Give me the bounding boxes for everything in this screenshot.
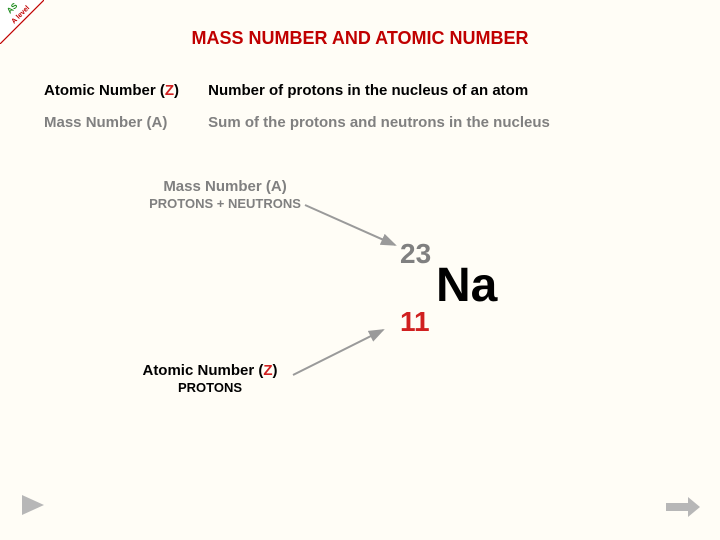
slide-title: MASS NUMBER AND ATOMIC NUMBER xyxy=(0,28,720,49)
definition-desc: Number of protons in the nucleus of an a… xyxy=(208,82,528,99)
definition-atomic-number: Atomic Number (Z) Number of protons in t… xyxy=(44,82,528,99)
next-slide-button[interactable] xyxy=(666,497,700,522)
definition-desc: Sum of the protons and neutrons in the n… xyxy=(208,114,550,131)
letter-a: A xyxy=(152,114,163,131)
letter-z: Z xyxy=(165,82,174,99)
mass-number-label: Mass Number (A) PROTONS + NEUTRONS xyxy=(130,178,320,212)
arrow-right-icon xyxy=(666,497,700,517)
prev-slide-button[interactable] xyxy=(20,493,46,522)
element-symbol: Na xyxy=(436,258,497,313)
atomic-number-value: 11 xyxy=(400,306,430,338)
term-text: Atomic Number ( xyxy=(44,82,165,99)
arrow-to-mass-number xyxy=(300,200,410,260)
term-text: Mass Number ( xyxy=(44,114,152,131)
mass-number-value: 23 xyxy=(400,238,431,270)
definition-mass-number: Mass Number (A) Sum of the protons and n… xyxy=(44,114,550,131)
triangle-right-icon xyxy=(20,493,46,517)
arrow-to-atomic-number xyxy=(288,320,398,380)
atomic-number-label: Atomic Number (Z) PROTONS xyxy=(120,362,300,396)
